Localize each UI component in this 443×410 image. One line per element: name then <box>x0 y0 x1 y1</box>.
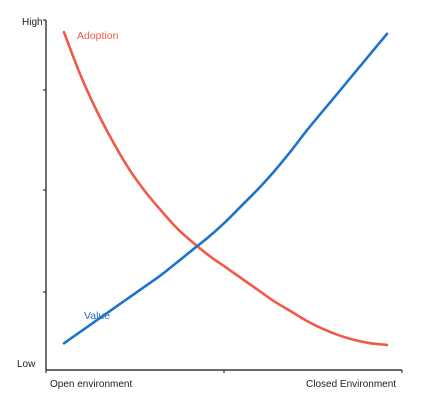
chart-series-lines <box>62 30 389 347</box>
series-line-value <box>62 32 389 345</box>
y-tick-label-high: High <box>22 17 43 28</box>
series-label-value: Value <box>84 310 110 322</box>
x-tick-label-closed-environment: Closed Environment <box>306 379 396 390</box>
chart-ticks <box>43 19 403 373</box>
chart-series-labels: Adoption Value <box>77 30 119 322</box>
x-tick-label-open-environment: Open environment <box>50 379 132 390</box>
y-tick-label-low: Low <box>17 359 36 370</box>
series-label-adoption: Adoption <box>77 30 119 42</box>
chart-tick-labels: High Low Open environment Closed Environ… <box>17 17 396 390</box>
series-line-adoption <box>62 30 389 347</box>
